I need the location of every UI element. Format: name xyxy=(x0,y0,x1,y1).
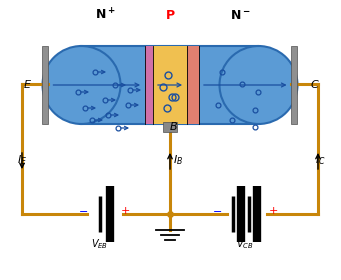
Text: $I_E$: $I_E$ xyxy=(17,153,27,167)
Text: $\mathbf{N^-}$: $\mathbf{N^-}$ xyxy=(230,8,250,22)
Bar xyxy=(292,46,297,124)
Text: $\mathbf{P}$: $\mathbf{P}$ xyxy=(165,8,175,22)
Text: $B$: $B$ xyxy=(168,120,177,132)
Text: $C$: $C$ xyxy=(310,78,320,90)
Bar xyxy=(187,46,199,124)
Text: $-$: $-$ xyxy=(78,205,88,215)
Text: $\mathbf{N^+}$: $\mathbf{N^+}$ xyxy=(95,7,115,23)
Text: $-$: $-$ xyxy=(212,205,222,215)
Bar xyxy=(145,46,153,124)
Text: $V_{CB}$: $V_{CB}$ xyxy=(236,237,254,251)
Bar xyxy=(163,122,177,132)
Text: $I_B$: $I_B$ xyxy=(173,153,183,167)
Ellipse shape xyxy=(220,46,297,124)
Text: $V_{EB}$: $V_{EB}$ xyxy=(91,237,108,251)
Text: $I_C$: $I_C$ xyxy=(315,153,325,167)
Text: $E$: $E$ xyxy=(24,78,32,90)
Text: $+$: $+$ xyxy=(268,204,278,216)
Bar xyxy=(153,46,187,124)
Text: $+$: $+$ xyxy=(120,204,130,216)
Bar xyxy=(81,46,258,124)
Ellipse shape xyxy=(43,46,120,124)
Bar xyxy=(43,46,48,124)
